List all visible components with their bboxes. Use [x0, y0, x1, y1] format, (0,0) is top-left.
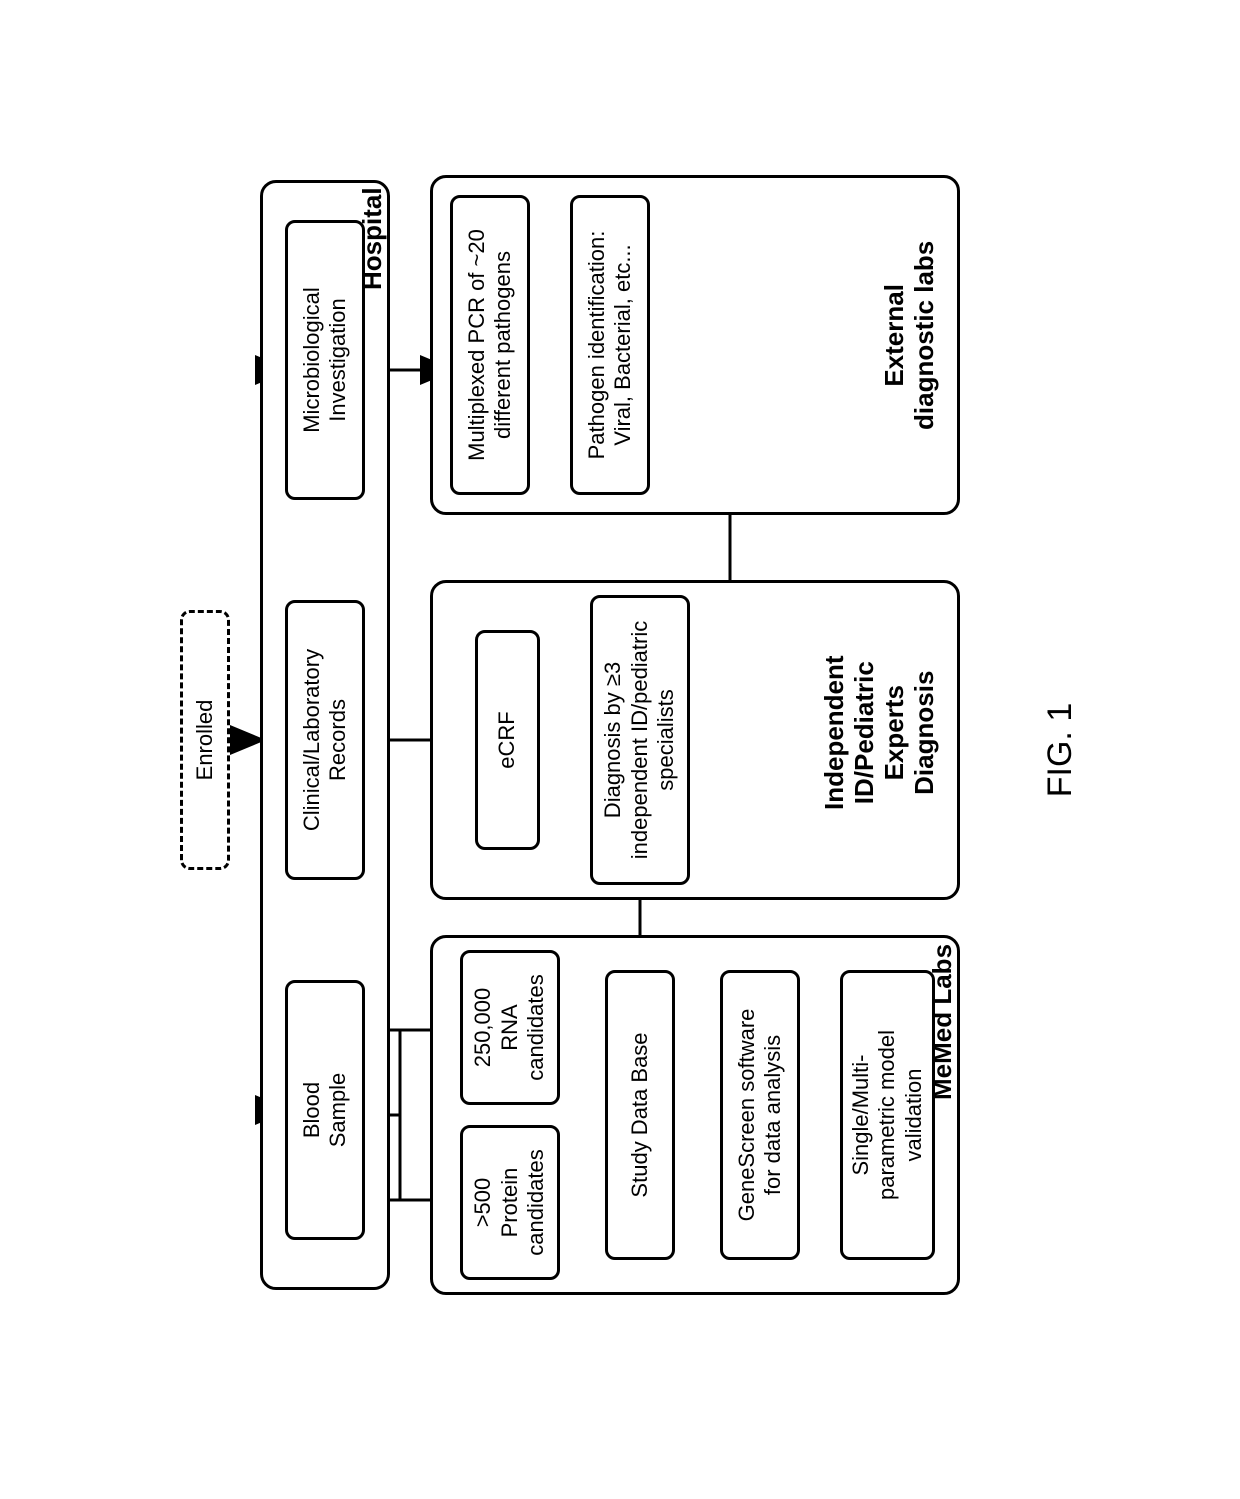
- node-clinical: Clinical/Laboratory Records: [285, 600, 365, 880]
- node-text: Study Data Base: [627, 1032, 653, 1197]
- node-text: Diagnosis by ≥3 independent ID/pediatric…: [600, 620, 679, 859]
- node-rna: 250,000 RNA candidates: [460, 950, 560, 1105]
- node-text: Clinical/Laboratory Records: [299, 648, 352, 830]
- node-text: 250,000 RNA candidates: [470, 974, 549, 1080]
- panel-label-external: External diagnostic labs: [880, 240, 940, 429]
- figure-label: FIG. 1: [1041, 702, 1080, 796]
- flowchart-canvas: Hospital MeMed Labs Independent ID/Pedia…: [170, 150, 1070, 1350]
- node-ecrf: eCRF: [475, 630, 540, 850]
- node-enrolled: Enrolled: [180, 610, 230, 870]
- node-text: Single/Multi- parametric model validatio…: [848, 1030, 927, 1200]
- node-text: Multiplexed PCR of ~20 different pathoge…: [464, 229, 517, 461]
- node-text: GeneScreen software for data analysis: [734, 1008, 787, 1221]
- node-micro: Microbiological Investigation: [285, 220, 365, 500]
- node-pathogen: Pathogen identification: Viral, Bacteria…: [570, 195, 650, 495]
- node-pcr: Multiplexed PCR of ~20 different pathoge…: [450, 195, 530, 495]
- node-text: eCRF: [494, 711, 520, 768]
- node-text: Microbiological Investigation: [299, 287, 352, 433]
- node-text: >500 Protein candidates: [470, 1149, 549, 1255]
- node-studydb: Study Data Base: [605, 970, 675, 1260]
- node-model: Single/Multi- parametric model validatio…: [840, 970, 935, 1260]
- node-blood: Blood Sample: [285, 980, 365, 1240]
- node-text: Pathogen identification: Viral, Bacteria…: [584, 230, 637, 459]
- node-protein: >500 Protein candidates: [460, 1125, 560, 1280]
- node-text: Enrolled: [192, 699, 218, 780]
- node-text: Blood Sample: [299, 1072, 352, 1147]
- node-genescreen: GeneScreen software for data analysis: [720, 970, 800, 1260]
- panel-label-experts: Independent ID/Pediatric Experts Diagnos…: [820, 655, 940, 810]
- node-diagnosis: Diagnosis by ≥3 independent ID/pediatric…: [590, 595, 690, 885]
